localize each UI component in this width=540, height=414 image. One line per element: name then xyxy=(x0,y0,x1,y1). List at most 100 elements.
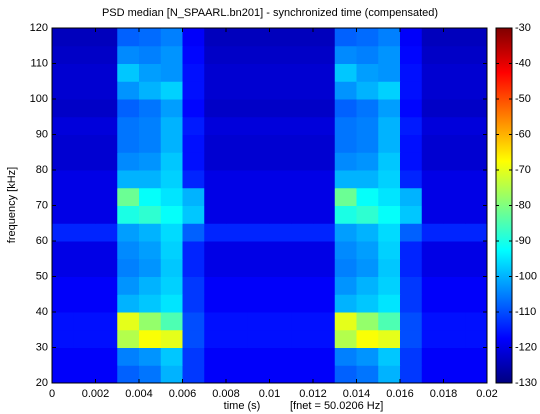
heatmap-cell xyxy=(73,63,96,82)
heatmap-cell xyxy=(52,329,75,348)
heatmap-cell xyxy=(226,81,249,100)
heatmap-cell xyxy=(356,134,379,153)
heatmap-cell xyxy=(247,81,270,100)
heatmap-cell xyxy=(226,241,249,260)
heatmap-cell xyxy=(73,99,96,118)
heatmap-cell xyxy=(334,134,357,153)
heatmap-cell xyxy=(356,81,379,100)
x-axis-note: [fnet = 50.0206 Hz] xyxy=(290,400,383,412)
heatmap-cell xyxy=(73,170,96,189)
heatmap-cell xyxy=(313,329,336,348)
heatmap-cell xyxy=(139,294,162,313)
heatmap-cell xyxy=(356,294,379,313)
heatmap-cell xyxy=(95,81,118,100)
heatmap-cell xyxy=(400,116,423,135)
heatmap-cell xyxy=(95,312,118,331)
heatmap-cell xyxy=(313,99,336,118)
heatmap-cell xyxy=(226,205,249,224)
heatmap-cell xyxy=(182,152,205,171)
heatmap-cell xyxy=(465,258,488,277)
heatmap-cell xyxy=(139,99,162,118)
heatmap-cell xyxy=(400,152,423,171)
heatmap-cell xyxy=(117,329,140,348)
heatmap-cell xyxy=(313,28,336,47)
heatmap-cell xyxy=(160,223,183,242)
heatmap-cell xyxy=(400,241,423,260)
heatmap-cell xyxy=(73,116,96,135)
heatmap-cell xyxy=(378,205,401,224)
heatmap-cell xyxy=(182,241,205,260)
heatmap-cell xyxy=(117,134,140,153)
heatmap-cell xyxy=(291,187,314,206)
heatmap-cell xyxy=(313,276,336,295)
heatmap-cell xyxy=(400,28,423,47)
heatmap-cell xyxy=(356,99,379,118)
heatmap-cell xyxy=(400,170,423,189)
heatmap-cell xyxy=(269,294,292,313)
heatmap-cell xyxy=(356,365,379,384)
heatmap-cell xyxy=(400,365,423,384)
heatmap-cell xyxy=(400,223,423,242)
heatmap-cell xyxy=(117,205,140,224)
heatmap-cell xyxy=(117,258,140,277)
heatmap-cell xyxy=(226,28,249,47)
y-tick-label: 20 xyxy=(36,377,48,389)
heatmap-cell xyxy=(139,63,162,82)
x-tick-label: 0.014 xyxy=(343,388,371,400)
heatmap-cell xyxy=(226,63,249,82)
heatmap-cell xyxy=(291,81,314,100)
heatmap-cell xyxy=(269,276,292,295)
heatmap-cell xyxy=(443,258,466,277)
heatmap-cell xyxy=(204,312,227,331)
heatmap-cell xyxy=(378,258,401,277)
heatmap-cell xyxy=(95,63,118,82)
heatmap-cell xyxy=(182,312,205,331)
heatmap-cell xyxy=(334,347,357,366)
heatmap-cell xyxy=(269,152,292,171)
heatmap-cell xyxy=(291,241,314,260)
heatmap-cell xyxy=(73,294,96,313)
heatmap-cell xyxy=(356,205,379,224)
heatmap-cell xyxy=(117,276,140,295)
x-tick-label: 0.004 xyxy=(125,388,153,400)
heatmap-cell xyxy=(291,45,314,64)
heatmap-cell xyxy=(204,134,227,153)
heatmap-cell xyxy=(443,223,466,242)
heatmap-cell xyxy=(443,276,466,295)
heatmap-cell xyxy=(226,347,249,366)
heatmap-cell xyxy=(139,81,162,100)
heatmap-cell xyxy=(139,187,162,206)
heatmap-cell xyxy=(247,294,270,313)
heatmap-cell xyxy=(204,258,227,277)
heatmap-cell xyxy=(204,152,227,171)
heatmap-cell xyxy=(247,170,270,189)
heatmap-cell xyxy=(73,347,96,366)
heatmap-cell xyxy=(247,28,270,47)
x-tick-label: 0.002 xyxy=(82,388,110,400)
heatmap-cell xyxy=(465,28,488,47)
heatmap-cell xyxy=(226,365,249,384)
heatmap-cell xyxy=(117,28,140,47)
heatmap-cell xyxy=(400,134,423,153)
heatmap-cell xyxy=(421,276,444,295)
heatmap-cell xyxy=(139,116,162,135)
heatmap-cell xyxy=(247,63,270,82)
x-tick-label: 0.006 xyxy=(169,388,197,400)
heatmap-cell xyxy=(73,258,96,277)
heatmap-cell xyxy=(313,81,336,100)
heatmap-cell xyxy=(313,134,336,153)
heatmap-cell xyxy=(52,276,75,295)
heatmap-cell xyxy=(73,223,96,242)
heatmap-cell xyxy=(204,223,227,242)
heatmap-cell xyxy=(182,223,205,242)
heatmap-cell xyxy=(269,116,292,135)
y-axis-label: frequency [kHz] xyxy=(6,167,18,243)
heatmap-cell xyxy=(52,116,75,135)
heatmap-cell xyxy=(421,294,444,313)
heatmap-cell xyxy=(378,63,401,82)
y-tick-label: 80 xyxy=(36,164,48,176)
heatmap-cell xyxy=(182,134,205,153)
heatmap-cell xyxy=(356,223,379,242)
heatmap-cell xyxy=(52,365,75,384)
heatmap-cell xyxy=(421,205,444,224)
